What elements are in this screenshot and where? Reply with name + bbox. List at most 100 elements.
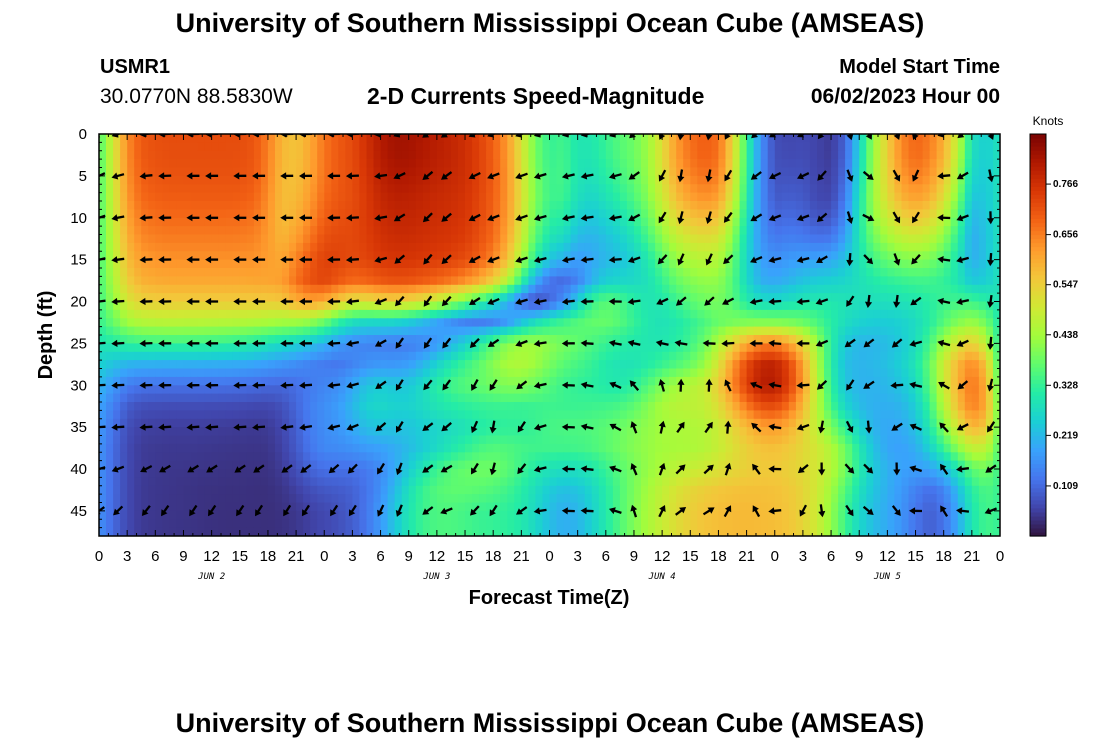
heatmap-cell xyxy=(387,309,396,319)
heatmap-cell xyxy=(394,167,403,177)
heatmap-cell xyxy=(577,343,586,353)
heatmap-cell xyxy=(662,276,670,286)
heatmap-cell xyxy=(120,242,128,252)
heatmap-cell xyxy=(267,293,276,303)
heatmap-cell xyxy=(521,134,529,143)
heatmap-cell xyxy=(542,175,551,185)
heatmap-cell xyxy=(929,335,938,344)
heatmap-cell xyxy=(218,385,227,395)
heatmap-cell xyxy=(183,142,192,152)
heatmap-cell xyxy=(922,159,931,169)
heatmap-cell xyxy=(317,209,325,219)
heatmap-cell xyxy=(141,443,149,453)
heatmap-cell xyxy=(838,268,846,277)
heatmap-cell xyxy=(331,326,339,336)
heatmap-cell xyxy=(486,150,494,160)
heatmap-cell xyxy=(626,226,635,236)
heatmap-cell xyxy=(626,326,635,336)
heatmap-cell xyxy=(190,293,199,303)
heatmap-cell xyxy=(845,242,853,252)
heatmap-cell xyxy=(880,175,888,185)
heatmap-cell xyxy=(521,435,529,445)
heatmap-cell xyxy=(436,376,445,386)
heatmap-cell xyxy=(655,175,663,185)
heatmap-cell xyxy=(134,251,142,261)
heatmap-cell xyxy=(120,418,128,428)
heatmap-cell xyxy=(993,234,1000,244)
heatmap-cell xyxy=(570,234,579,244)
heatmap-cell xyxy=(401,368,410,378)
heatmap-cell xyxy=(824,301,832,311)
heatmap-cell xyxy=(964,150,973,160)
heatmap-cell xyxy=(950,134,959,143)
heatmap-cell xyxy=(176,309,184,319)
heatmap-cell xyxy=(282,134,290,143)
heatmap-cell xyxy=(809,226,818,236)
heatmap-cell xyxy=(908,410,917,420)
heatmap-cell xyxy=(275,284,283,294)
heatmap-cell xyxy=(479,385,487,395)
heatmap-cell xyxy=(514,226,522,236)
heatmap-cell xyxy=(577,284,586,294)
heatmap-cell xyxy=(155,318,163,328)
heatmap-cell xyxy=(197,326,206,336)
heatmap-cell xyxy=(676,368,684,378)
heatmap-cell xyxy=(415,159,424,169)
heatmap-cell xyxy=(704,326,712,336)
heatmap-cell xyxy=(880,385,888,395)
heatmap-cell xyxy=(563,326,572,336)
heatmap-cell xyxy=(915,410,924,420)
heatmap-cell xyxy=(204,368,213,378)
heatmap-cell xyxy=(570,368,579,378)
heatmap-cell xyxy=(472,268,480,277)
heatmap-cell xyxy=(957,293,966,303)
heatmap-cell xyxy=(641,159,649,169)
heatmap-cell xyxy=(655,301,663,311)
heatmap-cell xyxy=(324,251,332,261)
heatmap-cell xyxy=(753,209,762,219)
heatmap-cell xyxy=(366,410,375,420)
heatmap-cell xyxy=(387,226,396,236)
heatmap-cell xyxy=(211,376,220,386)
heatmap-cell xyxy=(957,402,966,411)
heatmap-cell xyxy=(190,192,199,202)
heatmap-cell xyxy=(809,452,818,462)
heatmap-cell xyxy=(802,376,811,386)
heatmap-cell xyxy=(753,167,762,177)
heatmap-cell xyxy=(260,402,269,411)
heatmap-cell xyxy=(760,309,769,319)
heatmap-cell xyxy=(493,360,501,370)
heatmap-cell xyxy=(451,318,459,328)
heatmap-cell xyxy=(436,351,445,361)
heatmap-cell xyxy=(626,184,635,194)
heatmap-cell xyxy=(626,293,635,303)
heatmap-cell xyxy=(317,134,325,143)
heatmap-cell xyxy=(500,251,508,261)
heatmap-cell xyxy=(345,318,353,328)
heatmap-cell xyxy=(788,360,797,370)
heatmap-cell xyxy=(211,318,220,328)
heatmap-cell xyxy=(662,360,670,370)
heatmap-cell xyxy=(739,301,748,311)
heatmap-cell xyxy=(690,309,698,319)
heatmap-cell xyxy=(324,343,332,353)
heatmap-cell xyxy=(746,393,755,403)
heatmap-cell xyxy=(591,385,600,395)
heatmap-cell xyxy=(908,142,917,152)
heatmap-cell xyxy=(289,242,297,252)
heatmap-cell xyxy=(486,301,494,311)
heatmap-cell xyxy=(887,435,895,445)
heatmap-cell xyxy=(964,201,973,210)
heatmap-cell xyxy=(380,276,389,286)
heatmap-cell xyxy=(619,184,628,194)
heatmap-cell xyxy=(521,150,529,160)
heatmap-cell xyxy=(366,134,375,143)
heatmap-cell xyxy=(162,234,170,244)
heatmap-cell xyxy=(155,393,163,403)
heatmap-cell xyxy=(443,234,452,244)
heatmap-cell xyxy=(310,184,318,194)
heatmap-cell xyxy=(845,201,853,210)
heatmap-cell xyxy=(584,343,593,353)
heatmap-cell xyxy=(901,360,910,370)
heatmap-cell xyxy=(598,293,607,303)
